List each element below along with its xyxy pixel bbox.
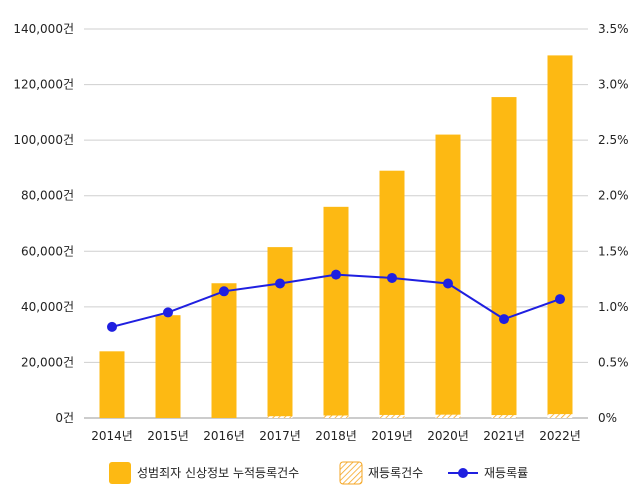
- left-axis-tick-labels: 0건 20,000건 40,000건 60,000건 80,000건 100,000건 12…: [13, 22, 74, 425]
- hatched-bar: [435, 414, 461, 418]
- line-point: [443, 278, 453, 289]
- left-tick-label: 60,000건: [21, 244, 74, 258]
- bar: [379, 170, 405, 418]
- hatched-bar: [267, 416, 293, 418]
- hatched-bar: [491, 415, 517, 418]
- bar: [211, 283, 237, 418]
- legend-swatch: [109, 462, 131, 484]
- legend: 성범죄자 신상정보 누적등록건수 재등록건수 재등록률: [109, 461, 528, 485]
- bar: [99, 351, 125, 418]
- left-tick-label: 80,000건: [21, 189, 74, 203]
- bar: [491, 97, 517, 418]
- left-tick-label: 100,000건: [13, 133, 74, 147]
- bar: [435, 134, 461, 419]
- x-axis-tick-labels: 2014년 2015년 2016년 2017년 2018년 2019년 2020년 2021년…: [91, 429, 581, 443]
- x-tick-label: 2018년: [315, 429, 357, 443]
- x-tick-label: 2021년: [483, 429, 525, 443]
- line-point: [499, 314, 509, 325]
- bar: [267, 247, 293, 418]
- line-point: [331, 269, 341, 280]
- legend-label: 재등록률: [484, 466, 528, 480]
- right-tick-label: 0.5%: [598, 355, 629, 369]
- bar: [323, 206, 349, 418]
- bar-series: [99, 55, 573, 419]
- hatched-bar: [547, 414, 573, 418]
- left-tick-label: 0건: [55, 411, 74, 425]
- left-tick-label: 120,000건: [13, 78, 74, 92]
- hatched-bar: [323, 415, 349, 418]
- left-tick-label: 140,000건: [13, 22, 74, 36]
- legend-label: 성범죄자 신상정보 누적등록건수: [137, 466, 299, 480]
- left-tick-label: 40,000건: [21, 300, 74, 314]
- right-tick-label: 0%: [598, 411, 617, 425]
- right-tick-label: 2.0%: [598, 189, 629, 203]
- x-tick-label: 2022년: [539, 429, 581, 443]
- legend-marker: [458, 468, 468, 478]
- x-tick-label: 2017년: [259, 429, 301, 443]
- line-point: [163, 307, 173, 318]
- x-tick-label: 2016년: [203, 429, 245, 443]
- line-point: [275, 278, 285, 289]
- legend-swatch: [339, 461, 363, 485]
- right-tick-label: 1.5%: [598, 244, 629, 258]
- left-tick-label: 20,000건: [21, 355, 74, 369]
- hatched-bar: [379, 414, 405, 418]
- line-point: [219, 286, 229, 297]
- bar: [547, 55, 573, 419]
- right-tick-label: 2.5%: [598, 133, 629, 147]
- right-tick-label: 3.5%: [598, 22, 629, 36]
- x-tick-label: 2020년: [427, 429, 469, 443]
- line-series: [107, 269, 565, 332]
- x-tick-label: 2015년: [147, 429, 189, 443]
- right-tick-label: 3.0%: [598, 78, 629, 92]
- right-tick-label: 1.0%: [598, 300, 629, 314]
- right-axis-tick-labels: 0% 0.5% 1.0% 1.5% 2.0% 2.5% 3.0% 3.5%: [598, 22, 629, 425]
- line-point: [107, 321, 117, 332]
- bar: [155, 315, 181, 418]
- legend-label: 재등록건수: [368, 466, 423, 480]
- line-point: [387, 272, 397, 283]
- x-tick-label: 2014년: [91, 429, 133, 443]
- line-point: [555, 294, 565, 305]
- x-tick-label: 2019년: [371, 429, 413, 443]
